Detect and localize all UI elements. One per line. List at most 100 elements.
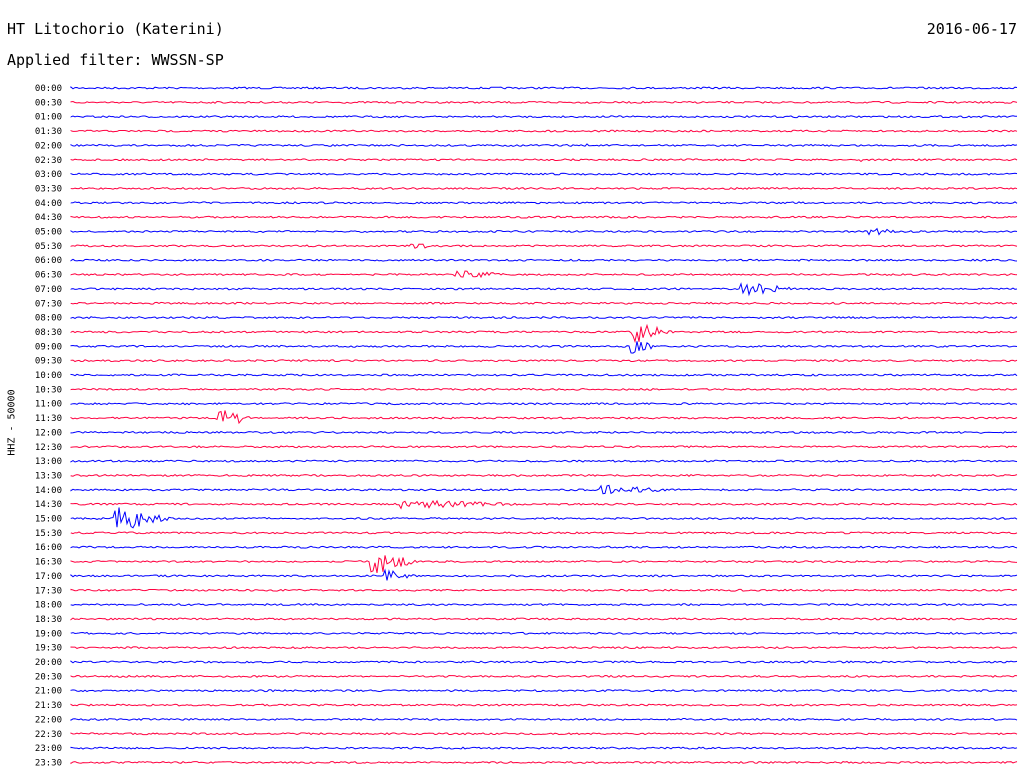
trace-0300 xyxy=(70,172,1018,176)
trace-2230 xyxy=(70,732,1018,736)
trace-1830 xyxy=(70,617,1018,621)
trace-1900 xyxy=(70,631,1018,635)
trace-1730 xyxy=(70,588,1018,592)
time-tick-label: 09:30 xyxy=(35,357,62,367)
trace-1400 xyxy=(70,484,1018,495)
trace-1200 xyxy=(70,430,1018,434)
trace-0600 xyxy=(70,258,1018,262)
trace-1800 xyxy=(70,603,1018,607)
trace-1530 xyxy=(70,531,1018,535)
time-tick-label: 16:30 xyxy=(35,558,62,568)
trace-1930 xyxy=(70,646,1018,650)
time-tick-label: 20:30 xyxy=(35,672,62,682)
trace-1500 xyxy=(70,507,1018,529)
time-tick-label: 14:00 xyxy=(35,486,62,496)
trace-0330 xyxy=(70,186,1018,190)
time-tick-label: 23:30 xyxy=(35,758,62,768)
trace-0830 xyxy=(70,323,1018,344)
station-title: HT Litochorio (Katerini) xyxy=(7,20,224,38)
trace-1130 xyxy=(70,410,1018,425)
time-tick-label: 05:00 xyxy=(35,228,62,238)
trace-2330 xyxy=(70,760,1018,765)
time-tick-label: 16:00 xyxy=(35,543,62,553)
time-tick-label: 01:00 xyxy=(35,113,62,123)
time-tick-label: 03:00 xyxy=(35,170,62,180)
date-label: 2016-06-17 xyxy=(926,20,1017,38)
trace-1000 xyxy=(70,373,1018,377)
time-tick-label: 19:30 xyxy=(35,644,62,654)
time-tick-label: 06:00 xyxy=(35,256,62,266)
trace-1700 xyxy=(70,568,1018,581)
time-tick-label: 18:00 xyxy=(35,601,62,611)
time-tick-label: 21:00 xyxy=(35,687,62,697)
trace-1430 xyxy=(70,499,1018,510)
time-tick-label: 07:30 xyxy=(35,299,62,309)
trace-2200 xyxy=(70,717,1018,721)
trace-0630 xyxy=(70,270,1018,279)
filter-label: Applied filter: WWSSN-SP xyxy=(7,51,224,69)
time-tick-label: 09:00 xyxy=(35,342,62,352)
trace-0530 xyxy=(70,243,1018,249)
trace-0930 xyxy=(70,359,1018,363)
time-tick-label: 04:00 xyxy=(35,199,62,209)
trace-0500 xyxy=(70,227,1018,236)
time-tick-label: 23:00 xyxy=(35,744,62,754)
trace-0400 xyxy=(70,201,1018,205)
time-tick-label: 08:00 xyxy=(35,314,62,324)
trace-0430 xyxy=(70,215,1018,219)
time-tick-label: 15:00 xyxy=(35,515,62,525)
time-tick-label: 08:30 xyxy=(35,328,62,338)
time-tick-label: 05:30 xyxy=(35,242,62,252)
trace-0130 xyxy=(70,129,1018,133)
time-tick-label: 20:00 xyxy=(35,658,62,668)
trace-0230 xyxy=(70,158,1018,163)
trace-2130 xyxy=(70,703,1018,707)
trace-1600 xyxy=(70,545,1018,549)
trace-0800 xyxy=(70,316,1018,320)
time-tick-label: 22:00 xyxy=(35,715,62,725)
trace-0200 xyxy=(70,143,1018,147)
trace-1100 xyxy=(70,402,1018,406)
time-tick-label: 22:30 xyxy=(35,730,62,740)
trace-1330 xyxy=(70,473,1018,477)
time-tick-label: 10:30 xyxy=(35,385,62,395)
time-tick-label: 15:30 xyxy=(35,529,62,539)
time-tick-label: 02:30 xyxy=(35,156,62,166)
time-tick-label: 17:30 xyxy=(35,586,62,596)
trace-2000 xyxy=(70,660,1018,664)
trace-1630 xyxy=(70,555,1018,573)
trace-1030 xyxy=(70,387,1018,391)
trace-2030 xyxy=(70,674,1018,678)
time-tick-label: 21:30 xyxy=(35,701,62,711)
time-tick-label: 00:30 xyxy=(35,98,62,108)
time-tick-label: 01:30 xyxy=(35,127,62,137)
time-tick-label: 02:00 xyxy=(35,141,62,151)
time-tick-label: 18:30 xyxy=(35,615,62,625)
time-tick-label: 04:30 xyxy=(35,213,62,223)
time-tick-label: 17:00 xyxy=(35,572,62,582)
time-tick-label: 11:30 xyxy=(35,414,62,424)
time-tick-label: 12:00 xyxy=(35,428,62,438)
trace-0700 xyxy=(70,282,1018,297)
time-tick-label: 13:30 xyxy=(35,471,62,481)
trace-2100 xyxy=(70,689,1018,693)
time-tick-label: 07:00 xyxy=(35,285,62,295)
time-tick-label: 00:00 xyxy=(35,84,62,94)
time-tick-label: 06:30 xyxy=(35,271,62,281)
trace-2300 xyxy=(70,746,1018,750)
trace-0730 xyxy=(70,301,1018,305)
trace-0030 xyxy=(70,100,1018,104)
time-tick-label: 03:30 xyxy=(35,184,62,194)
trace-0000 xyxy=(70,86,1018,90)
time-tick-label: 13:00 xyxy=(35,457,62,467)
time-tick-label: 19:00 xyxy=(35,629,62,639)
time-tick-label: 11:00 xyxy=(35,400,62,410)
trace-1300 xyxy=(70,459,1018,463)
trace-0100 xyxy=(70,115,1017,119)
time-tick-label: 14:30 xyxy=(35,500,62,510)
trace-0900 xyxy=(70,341,1018,354)
trace-1230 xyxy=(70,445,1018,449)
time-tick-label: 10:00 xyxy=(35,371,62,381)
time-tick-label: 12:30 xyxy=(35,443,62,453)
